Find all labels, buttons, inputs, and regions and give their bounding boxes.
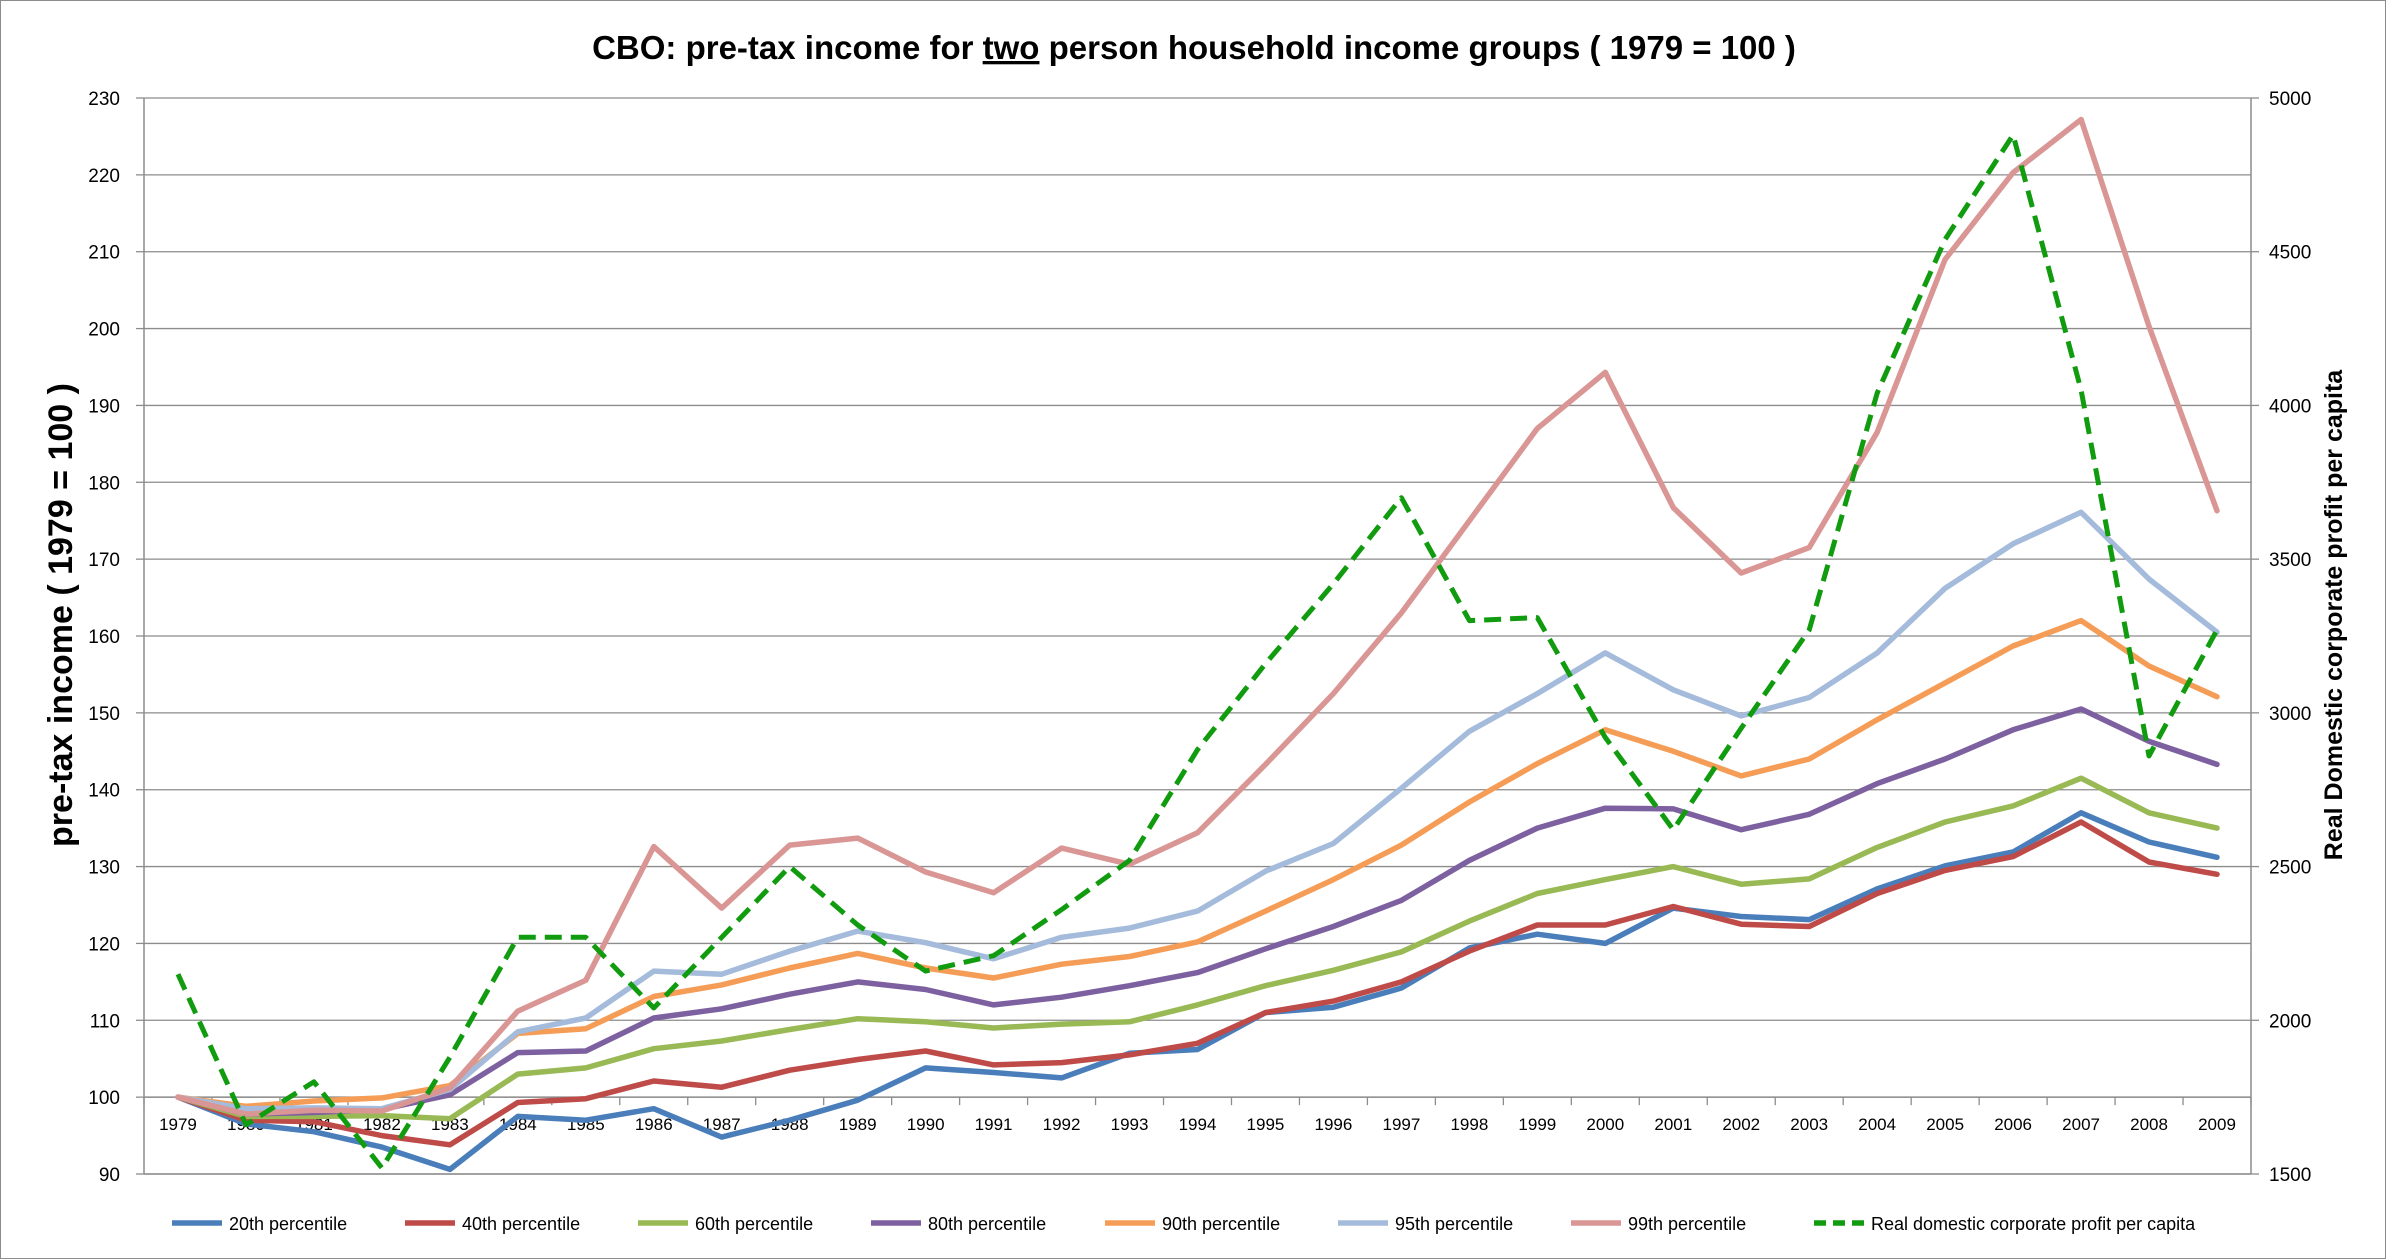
legend-label-5: 95th percentile [1395,1214,1513,1234]
y-tick-label: 150 [88,704,120,725]
legend-label-3: 80th percentile [928,1214,1046,1234]
y-tick-label: 120 [88,934,120,955]
x-tick-label: 1996 [1315,1115,1353,1134]
y-tick-label: 130 [88,858,120,879]
x-tick-label: 1989 [839,1115,877,1134]
x-tick-label: 2000 [1586,1115,1624,1134]
x-tick-label: 1982 [363,1115,401,1134]
x-tick-label: 1990 [907,1115,945,1134]
y-tick-label: 210 [88,243,120,264]
x-tick-label: 2004 [1858,1115,1896,1134]
x-tick-label: 1997 [1382,1115,1420,1134]
y2-tick-label: 4500 [2269,243,2311,264]
y-axis-label: pre-tax income ( 1979 = 100 ) [42,383,80,847]
x-tick-label: 2009 [2198,1115,2236,1134]
y-tick-label: 140 [88,781,120,802]
x-tick-label: 1987 [703,1115,741,1134]
y-tick-label: 180 [88,473,120,494]
y-tick-label: 190 [88,396,120,417]
y2-tick-label: 1500 [2269,1165,2311,1186]
x-tick-label: 1995 [1247,1115,1285,1134]
y2-tick-label: 2500 [2269,858,2311,879]
legend-label-6: 99th percentile [1628,1214,1746,1234]
x-tick-label: 1979 [159,1115,197,1134]
x-tick-label: 2003 [1790,1115,1828,1134]
chart-title-part-3: person household income groups ( 1979 = … [1039,29,1795,66]
x-tick-label: 2002 [1722,1115,1760,1134]
series-line-5 [175,509,2220,1112]
y-tick-label: 160 [88,627,120,648]
chart-title-part-1: CBO: pre-tax income for [592,29,983,66]
y-tick-label: 220 [88,166,120,187]
legend-label-7: Real domestic corporate profit per capit… [1871,1214,2196,1234]
legend-label-0: 20th percentile [229,1214,347,1234]
x-tick-label: 2006 [1994,1115,2032,1134]
y2-tick-label: 4000 [2269,396,2311,417]
y-tick-label: 110 [90,1011,120,1032]
y2-tick-label: 3000 [2269,704,2311,725]
y-tick-label: 90 [99,1165,120,1186]
series-line-1 [175,819,2220,1148]
x-tick-label: 2001 [1654,1115,1692,1134]
x-tick-label: 1999 [1518,1115,1556,1134]
y2-tick-label: 3500 [2269,550,2311,571]
x-tick-label: 1992 [1043,1115,1081,1134]
x-tick-label: 1991 [975,1115,1013,1134]
y-tick-label: 100 [88,1088,120,1109]
chart-title: CBO: pre-tax income for two person house… [592,29,1796,66]
y-tick-label: 230 [88,89,120,110]
x-tick-label: 1993 [1111,1115,1149,1134]
y2-axis-label: Real Domestic corporate profit per capit… [2320,369,2348,861]
series-line-6 [175,116,2220,1117]
y2-tick-label: 2000 [2269,1011,2311,1032]
series-line-2 [175,775,2220,1122]
legend-label-2: 60th percentile [695,1214,813,1234]
series-line-4 [175,617,2220,1110]
x-tick-label: 2007 [2062,1115,2100,1134]
legend-label-4: 90th percentile [1162,1214,1280,1234]
plot-area: 90 100 110 120 130 140 150 160 170 180 190 200 210 22… [88,89,2311,1186]
legend-label-1: 40th percentile [462,1214,580,1234]
series-line-3 [175,706,2220,1117]
legend: 20th percentile 40th percentile 60th perce… [172,1214,2196,1234]
x-tick-label: 1986 [635,1115,673,1134]
x-tick-label: 1998 [1450,1115,1488,1134]
x-tick-label: 2005 [1926,1115,1964,1134]
chart-title-part-2-underlined: two [983,29,1040,66]
y-tick-label: 170 [88,550,120,571]
series-line-0 [175,810,2220,1173]
x-tick-label: 2008 [2130,1115,2168,1134]
y2-tick-label: 5000 [2269,89,2311,110]
y-tick-label: 200 [88,320,120,341]
x-tick-label: 1994 [1179,1115,1217,1134]
x-tick-label: 1984 [499,1115,537,1134]
series-line-7 [175,132,2220,1171]
